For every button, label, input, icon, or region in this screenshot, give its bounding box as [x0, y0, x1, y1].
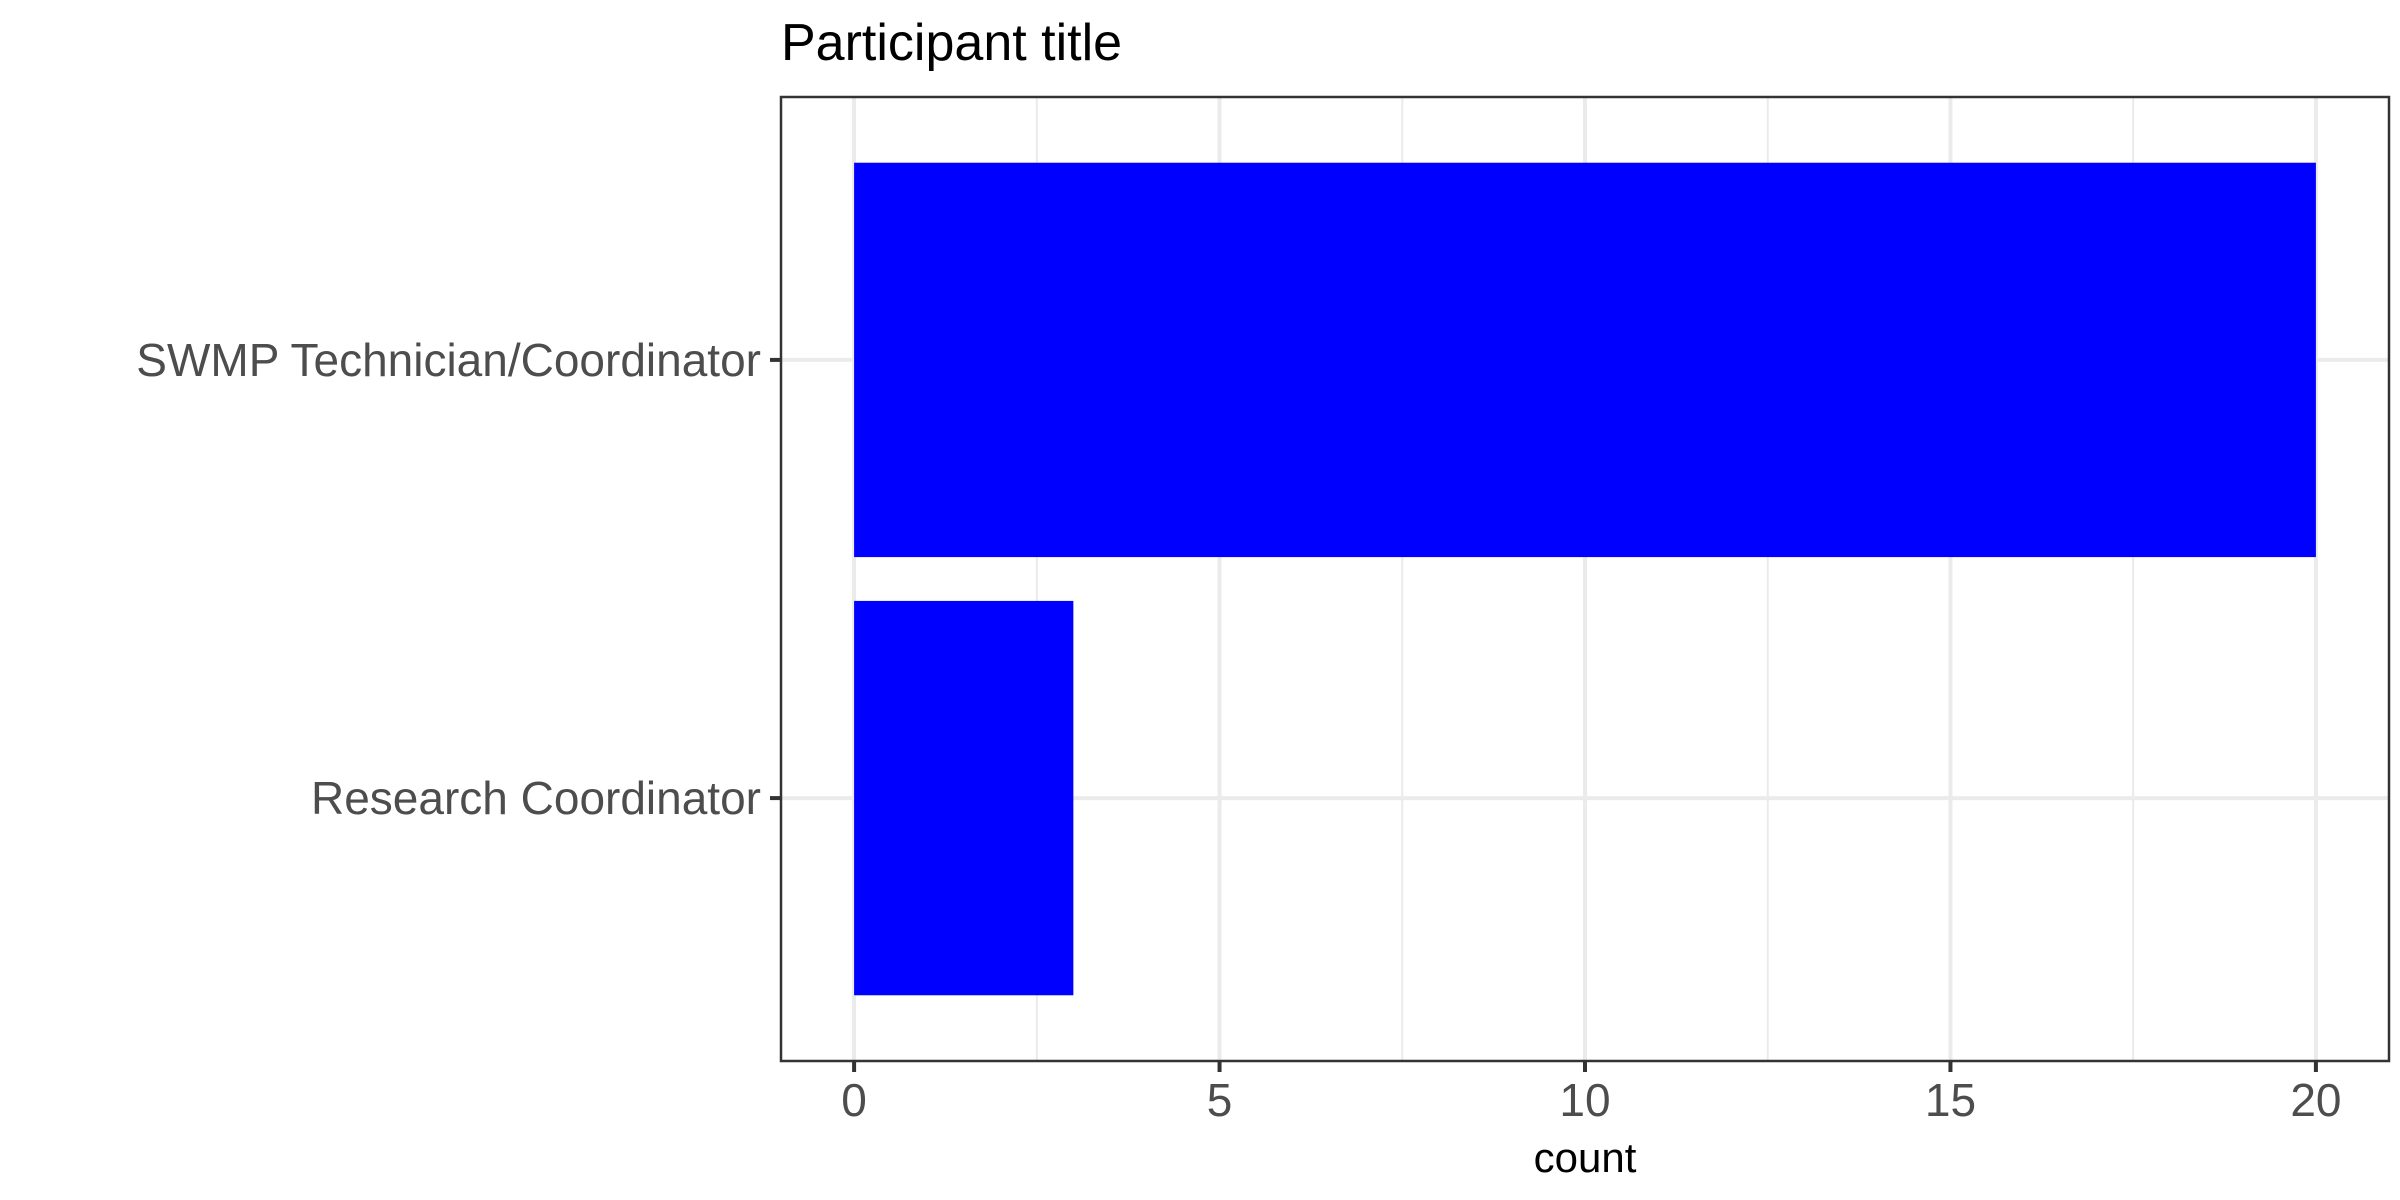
- y-tick-label: Research Coordinator: [311, 772, 761, 824]
- x-tick-label: 20: [2290, 1074, 2341, 1126]
- bar: [854, 162, 2316, 558]
- x-axis-title: count: [1534, 1134, 1637, 1181]
- x-axis: 0 5 10 15 20: [841, 1061, 2341, 1126]
- y-tick-label: SWMP Technician/Coordinator: [136, 334, 761, 386]
- bar: [854, 600, 1074, 996]
- x-tick-label: 15: [1925, 1074, 1976, 1126]
- bars: [854, 162, 2316, 996]
- y-axis: SWMP Technician/Coordinator Research Coor…: [136, 334, 781, 824]
- x-tick-label: 10: [1559, 1074, 1610, 1126]
- x-tick-label: 5: [1207, 1074, 1233, 1126]
- chart-title: Participant title: [781, 14, 1122, 72]
- x-tick-label: 0: [841, 1074, 867, 1126]
